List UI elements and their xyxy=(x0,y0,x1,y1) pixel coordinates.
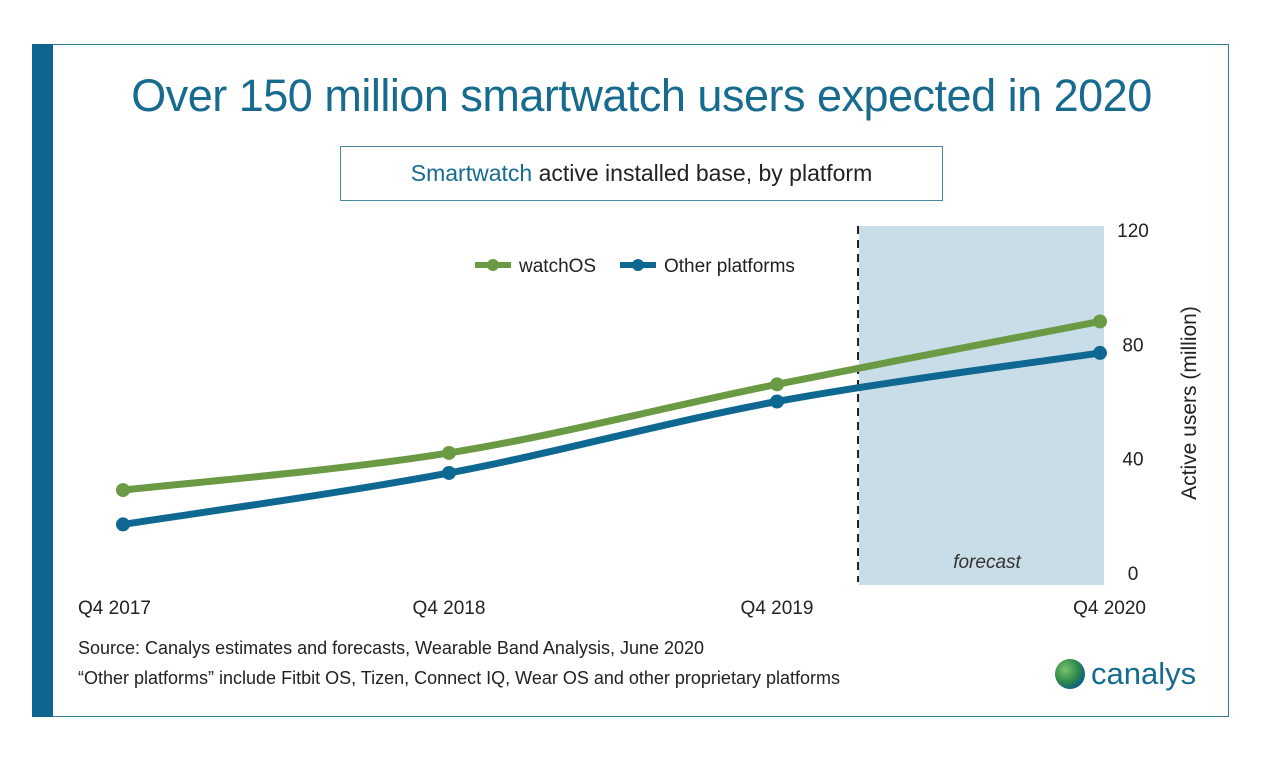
chart-title: Over 150 million smartwatch users expect… xyxy=(131,70,1152,121)
legend-marker xyxy=(632,259,644,271)
logo-text: canalys xyxy=(1091,656,1197,691)
subtitle-rest: active installed base, by platform xyxy=(532,160,873,186)
subtitle-highlight: Smartwatch xyxy=(410,160,533,186)
series-line-watchos xyxy=(119,317,1104,494)
x-tick-label: Q4 2018 xyxy=(413,598,486,619)
y-tick-label: 40 xyxy=(1122,450,1143,471)
legend-marker xyxy=(487,259,499,271)
brand-bar xyxy=(32,44,53,717)
data-point xyxy=(1093,345,1107,360)
x-tick-label: Q4 2017 xyxy=(78,598,151,619)
canalys-logo: canalys xyxy=(1055,656,1196,692)
legend-label: Other platforms xyxy=(664,256,795,277)
y-tick-label: 0 xyxy=(1128,564,1139,585)
chart-notes: Source: Canalys estimates and forecasts,… xyxy=(78,633,840,693)
data-point xyxy=(770,394,784,409)
source-note: Source: Canalys estimates and forecasts,… xyxy=(78,638,705,658)
data-point xyxy=(442,445,456,460)
data-point xyxy=(116,483,130,498)
series-line-other xyxy=(119,349,1104,528)
y-axis-label: Active users (million) xyxy=(1178,306,1201,500)
chart-subtitle: Smartwatch active installed base, by pla… xyxy=(340,146,943,201)
legend-label: watchOS xyxy=(518,256,596,277)
forecast-region xyxy=(859,226,1104,585)
x-tick-label: Q4 2020 xyxy=(1073,598,1146,619)
y-tick-label: 120 xyxy=(1117,221,1149,242)
platforms-note: “Other platforms” include Fitbit OS, Tiz… xyxy=(78,668,840,688)
x-tick-label: Q4 2019 xyxy=(741,598,814,619)
forecast-label: forecast xyxy=(953,552,1021,573)
data-point xyxy=(1093,314,1107,329)
data-point xyxy=(770,377,784,392)
globe-icon xyxy=(1055,659,1085,689)
data-point xyxy=(116,517,130,532)
data-point xyxy=(442,465,456,480)
y-tick-label: 80 xyxy=(1122,335,1143,356)
